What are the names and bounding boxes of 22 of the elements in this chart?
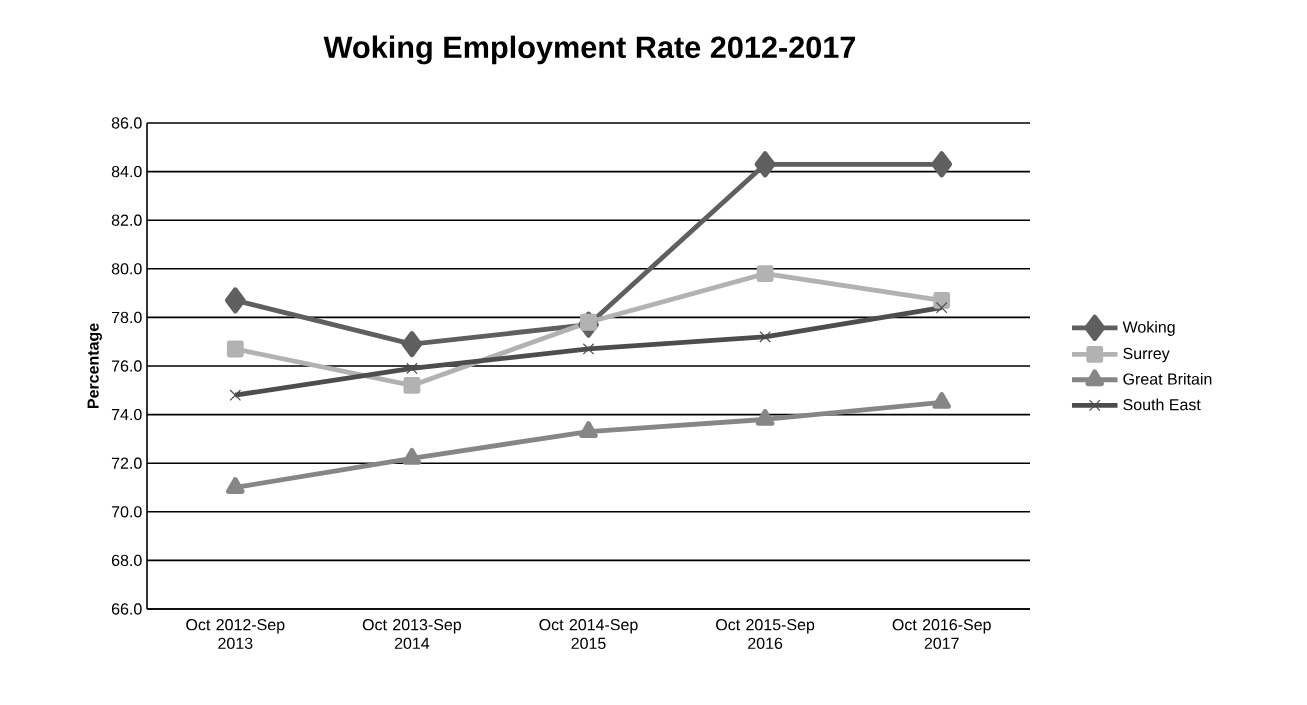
legend-label: Surrey xyxy=(1123,347,1170,363)
y-tick-label: 84.0 xyxy=(111,165,142,178)
y-tick-label: 78.0 xyxy=(111,311,142,324)
x-tick-label: Oct 2013-Sep 2014 xyxy=(362,619,462,650)
x-tick-label: Oct 2014-Sep 2015 xyxy=(539,619,638,650)
x-tick-label: Oct 2016-Sep 2017 xyxy=(892,619,991,650)
legend-label: South East xyxy=(1123,398,1201,411)
legend-label: Great Britain xyxy=(1123,372,1212,385)
y-tick-label: 76.0 xyxy=(111,360,142,372)
x-tick-label: Oct 2015-Sep 2016 xyxy=(716,619,815,650)
y-tick-label: 82.0 xyxy=(111,214,142,226)
chart-title: Woking Employment Rate 2012-2017 xyxy=(323,35,856,65)
y-tick-label: 86.0 xyxy=(111,117,142,129)
y-tick-label: 72.0 xyxy=(111,457,142,469)
x-tick-label: Oct 2012-Sep 2013 xyxy=(186,619,285,650)
y-axis-title: Percentage xyxy=(87,323,102,409)
y-tick-label: 80.0 xyxy=(111,263,142,275)
y-tick-label: 74.0 xyxy=(111,408,142,421)
y-tick-label: 66.0 xyxy=(111,603,142,615)
y-tick-label: 68.0 xyxy=(111,554,142,567)
legend-label: Woking xyxy=(1122,321,1175,336)
y-tick-label: 70.0 xyxy=(111,506,142,518)
